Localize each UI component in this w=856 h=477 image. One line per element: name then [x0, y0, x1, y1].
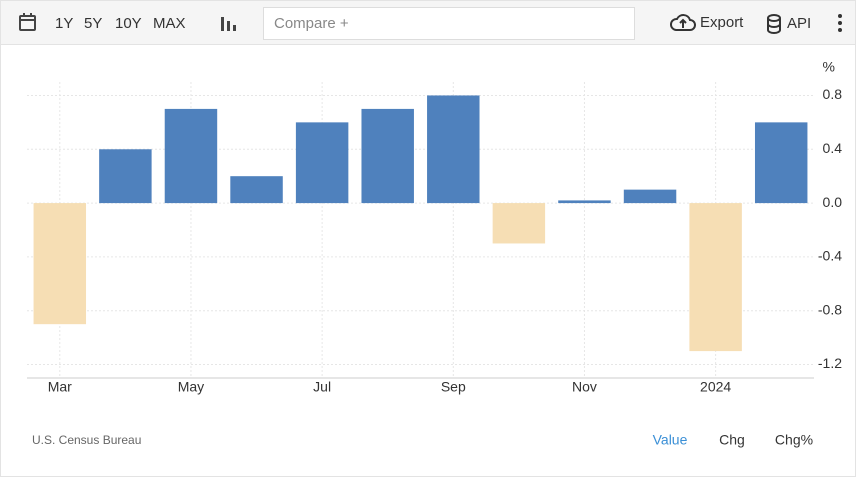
x-tick-label: May	[178, 379, 204, 395]
bar	[230, 176, 283, 204]
tab[interactable]: Value	[653, 432, 688, 448]
x-tick-label: Sep	[441, 379, 466, 395]
range-button[interactable]: 10Y	[115, 15, 142, 32]
bar	[427, 95, 480, 204]
y-tick-label: 0.8	[823, 86, 843, 102]
calendar-icon[interactable]	[19, 13, 36, 31]
x-tick-label: 2024	[700, 379, 731, 395]
y-tick-label: 0.0	[823, 194, 843, 210]
x-tick-label: Jul	[313, 379, 331, 395]
range-button[interactable]: 1Y	[55, 15, 73, 32]
tab[interactable]: Chg%	[775, 432, 813, 448]
tab[interactable]: Chg	[719, 432, 745, 448]
bar	[689, 203, 742, 352]
bar	[754, 122, 808, 204]
bar	[33, 203, 87, 325]
source: U.S. Census Bureau	[32, 433, 141, 447]
range-button[interactable]: MAX	[153, 15, 186, 32]
unit-label: %	[823, 59, 835, 75]
y-tick-label: -0.8	[818, 301, 842, 317]
bar	[361, 108, 414, 204]
bar	[492, 203, 546, 244]
bar	[99, 149, 152, 204]
export-button[interactable]: Export	[700, 14, 744, 31]
menu-icon[interactable]	[838, 14, 842, 32]
compare-input[interactable]	[263, 7, 635, 40]
chart-type-icon[interactable]	[221, 17, 236, 31]
bar	[623, 189, 677, 204]
bar	[558, 200, 611, 204]
bar	[164, 108, 218, 204]
y-tick-label: 0.4	[823, 140, 843, 156]
range-button[interactable]: 5Y	[84, 15, 102, 32]
y-tick-label: -0.4	[818, 248, 842, 264]
x-tick-label: Mar	[48, 379, 72, 395]
x-tick-label: Nov	[572, 379, 597, 395]
y-tick-label: -1.2	[818, 355, 842, 371]
api-icon[interactable]	[767, 14, 781, 34]
bar	[295, 122, 349, 204]
export-icon[interactable]	[670, 14, 696, 31]
compare-placeholder[interactable]: Compare +	[274, 15, 349, 32]
api-button[interactable]: API	[787, 15, 811, 32]
